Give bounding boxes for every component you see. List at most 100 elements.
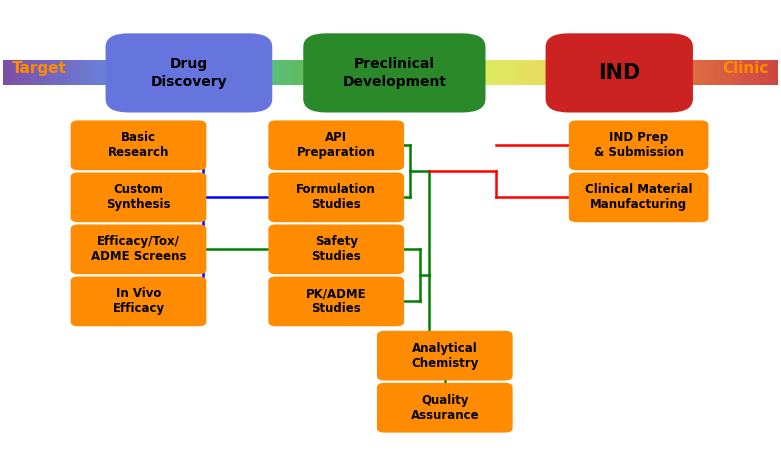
FancyBboxPatch shape [337, 60, 342, 85]
FancyBboxPatch shape [740, 60, 745, 85]
FancyBboxPatch shape [206, 60, 212, 85]
FancyBboxPatch shape [134, 60, 139, 85]
FancyBboxPatch shape [657, 60, 662, 85]
FancyBboxPatch shape [720, 60, 726, 85]
FancyBboxPatch shape [516, 60, 522, 85]
FancyBboxPatch shape [623, 60, 629, 85]
FancyBboxPatch shape [652, 60, 658, 85]
FancyBboxPatch shape [395, 60, 401, 85]
FancyBboxPatch shape [569, 173, 708, 222]
FancyBboxPatch shape [502, 60, 507, 85]
FancyBboxPatch shape [448, 60, 454, 85]
FancyBboxPatch shape [526, 60, 531, 85]
FancyBboxPatch shape [769, 60, 774, 85]
FancyBboxPatch shape [711, 60, 715, 85]
FancyBboxPatch shape [376, 60, 381, 85]
FancyBboxPatch shape [531, 60, 537, 85]
FancyBboxPatch shape [357, 60, 362, 85]
FancyBboxPatch shape [599, 60, 604, 85]
FancyBboxPatch shape [405, 60, 410, 85]
FancyBboxPatch shape [347, 60, 352, 85]
FancyBboxPatch shape [497, 60, 502, 85]
FancyBboxPatch shape [303, 33, 486, 113]
FancyBboxPatch shape [114, 60, 119, 85]
FancyBboxPatch shape [637, 60, 643, 85]
FancyBboxPatch shape [386, 60, 390, 85]
FancyBboxPatch shape [105, 33, 273, 113]
FancyBboxPatch shape [628, 60, 633, 85]
FancyBboxPatch shape [187, 60, 192, 85]
Text: IND: IND [598, 63, 640, 83]
FancyBboxPatch shape [80, 60, 86, 85]
FancyBboxPatch shape [284, 60, 289, 85]
FancyBboxPatch shape [458, 60, 464, 85]
FancyBboxPatch shape [463, 60, 469, 85]
FancyBboxPatch shape [555, 60, 561, 85]
Text: Formulation
Studies: Formulation Studies [296, 183, 376, 211]
FancyBboxPatch shape [211, 60, 216, 85]
FancyBboxPatch shape [323, 60, 328, 85]
FancyBboxPatch shape [701, 60, 706, 85]
FancyBboxPatch shape [522, 60, 526, 85]
FancyBboxPatch shape [454, 60, 458, 85]
FancyBboxPatch shape [12, 60, 18, 85]
FancyBboxPatch shape [313, 60, 318, 85]
FancyBboxPatch shape [619, 60, 623, 85]
FancyBboxPatch shape [70, 277, 206, 326]
Text: Basic
Research: Basic Research [108, 131, 169, 159]
FancyBboxPatch shape [8, 60, 12, 85]
FancyBboxPatch shape [245, 60, 251, 85]
FancyBboxPatch shape [144, 60, 148, 85]
FancyBboxPatch shape [754, 60, 759, 85]
FancyBboxPatch shape [613, 60, 619, 85]
FancyBboxPatch shape [540, 60, 546, 85]
FancyBboxPatch shape [633, 60, 638, 85]
FancyBboxPatch shape [371, 60, 376, 85]
FancyBboxPatch shape [594, 60, 599, 85]
FancyBboxPatch shape [303, 60, 308, 85]
FancyBboxPatch shape [241, 60, 245, 85]
FancyBboxPatch shape [735, 60, 740, 85]
FancyBboxPatch shape [70, 60, 76, 85]
FancyBboxPatch shape [565, 60, 570, 85]
FancyBboxPatch shape [269, 173, 404, 222]
FancyBboxPatch shape [773, 60, 779, 85]
FancyBboxPatch shape [173, 60, 177, 85]
FancyBboxPatch shape [85, 60, 91, 85]
FancyBboxPatch shape [109, 60, 115, 85]
FancyBboxPatch shape [177, 60, 183, 85]
FancyBboxPatch shape [478, 60, 483, 85]
Text: API
Preparation: API Preparation [297, 131, 376, 159]
FancyBboxPatch shape [90, 60, 95, 85]
FancyBboxPatch shape [415, 60, 420, 85]
Text: Target: Target [12, 61, 67, 76]
FancyBboxPatch shape [686, 60, 691, 85]
FancyBboxPatch shape [705, 60, 711, 85]
FancyBboxPatch shape [536, 60, 541, 85]
FancyBboxPatch shape [473, 60, 478, 85]
FancyBboxPatch shape [377, 383, 512, 433]
FancyBboxPatch shape [444, 60, 449, 85]
FancyBboxPatch shape [362, 60, 366, 85]
FancyBboxPatch shape [269, 224, 404, 274]
FancyBboxPatch shape [647, 60, 653, 85]
FancyBboxPatch shape [759, 60, 764, 85]
FancyBboxPatch shape [226, 60, 231, 85]
FancyBboxPatch shape [560, 60, 565, 85]
FancyBboxPatch shape [342, 60, 348, 85]
FancyBboxPatch shape [551, 60, 555, 85]
FancyBboxPatch shape [512, 60, 517, 85]
FancyBboxPatch shape [468, 60, 473, 85]
FancyBboxPatch shape [333, 60, 337, 85]
Text: Safety
Studies: Safety Studies [312, 235, 361, 263]
FancyBboxPatch shape [546, 33, 693, 113]
FancyBboxPatch shape [492, 60, 497, 85]
FancyBboxPatch shape [608, 60, 614, 85]
Text: Efficacy/Tox/
ADME Screens: Efficacy/Tox/ ADME Screens [91, 235, 186, 263]
FancyBboxPatch shape [76, 60, 80, 85]
FancyBboxPatch shape [158, 60, 163, 85]
FancyBboxPatch shape [105, 60, 110, 85]
FancyBboxPatch shape [424, 60, 430, 85]
FancyBboxPatch shape [221, 60, 226, 85]
FancyBboxPatch shape [168, 60, 173, 85]
